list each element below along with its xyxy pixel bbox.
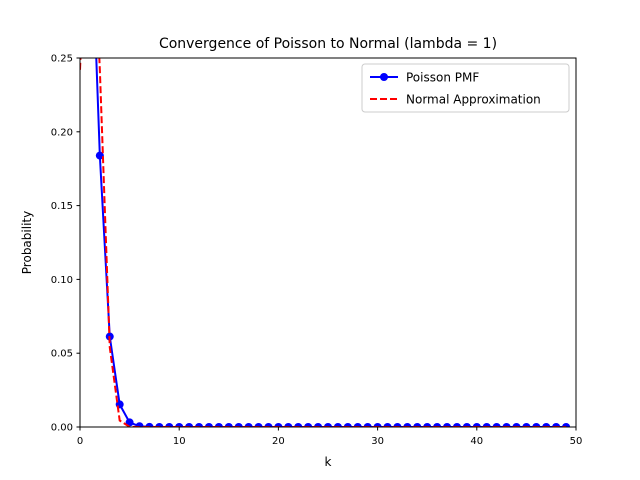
- data-point: [145, 422, 154, 427]
- data-point: [135, 422, 144, 427]
- data-point: [95, 151, 104, 160]
- chart-title: Convergence of Poisson to Normal (lambda…: [159, 36, 497, 52]
- x-tick-label: 30: [371, 436, 384, 447]
- y-tick-label: 0.20: [51, 127, 73, 138]
- x-tick-label: 20: [272, 436, 285, 447]
- y-tick-label: 0.05: [51, 349, 73, 360]
- y-tick-label: 0.00: [51, 423, 73, 434]
- y-axis-label: Probability: [20, 211, 34, 274]
- y-tick-label: 0.10: [51, 275, 73, 286]
- x-tick-label: 50: [570, 436, 583, 447]
- legend-marker: [380, 73, 388, 81]
- legend-box: [361, 63, 570, 113]
- legend-label: Poisson PMF: [406, 71, 479, 85]
- plot-area: [80, 58, 571, 427]
- x-axis-label: k: [325, 455, 332, 469]
- x-tick-label: 10: [173, 436, 186, 447]
- y-tick-label: 0.15: [51, 201, 73, 212]
- legend-label: Normal Approximation: [406, 93, 541, 107]
- axes-frame: [79, 57, 577, 428]
- y-tick-label: 0.25: [51, 54, 73, 65]
- x-tick-label: 0: [77, 436, 83, 447]
- x-tick-label: 40: [470, 436, 483, 447]
